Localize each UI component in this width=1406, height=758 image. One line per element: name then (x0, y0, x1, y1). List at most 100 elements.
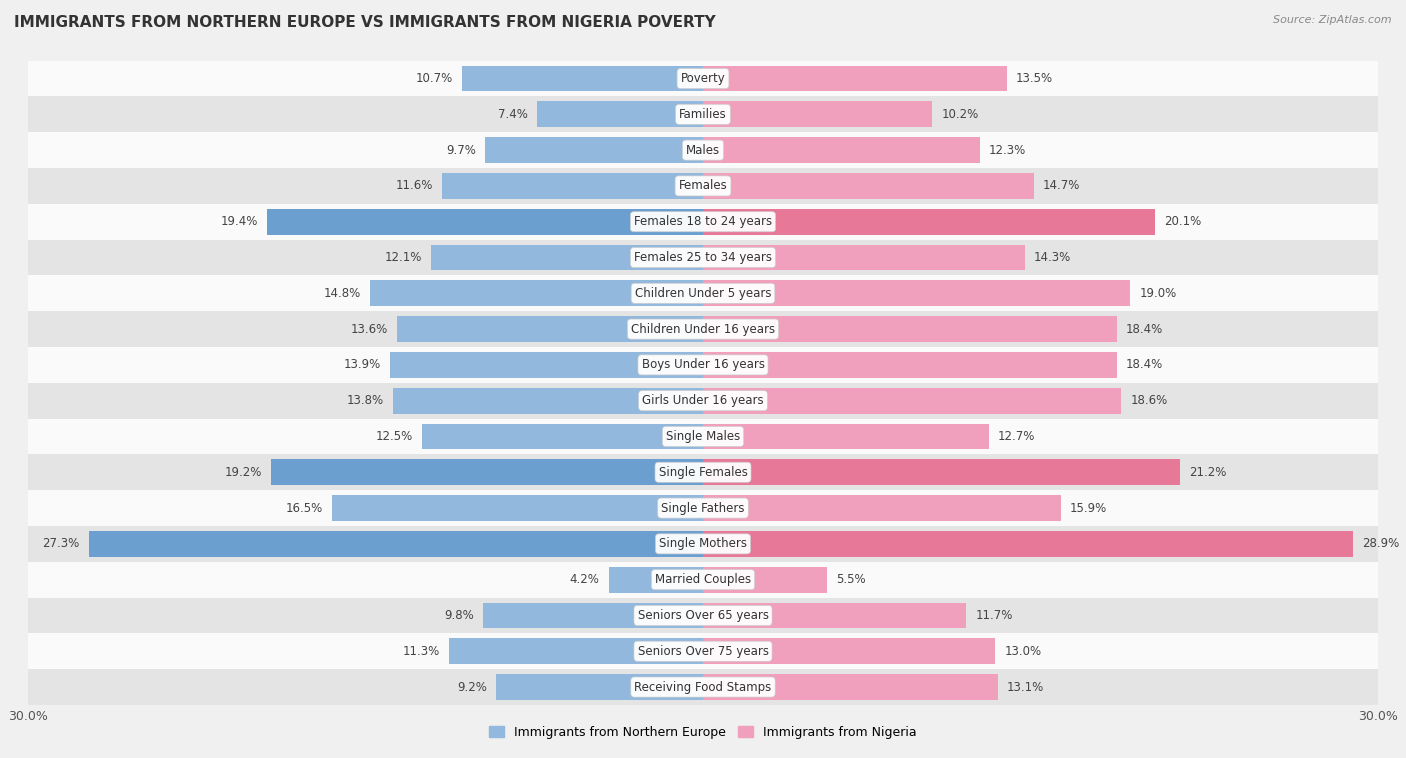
Bar (28, 275, 1378, 312)
Bar (703, 388, 1122, 414)
Bar (267, 208, 703, 235)
Bar (430, 245, 703, 271)
Bar (28, 132, 1378, 168)
Bar (609, 567, 703, 593)
Text: 10.2%: 10.2% (942, 108, 979, 121)
Bar (703, 245, 1025, 271)
Legend: Immigrants from Northern Europe, Immigrants from Nigeria: Immigrants from Northern Europe, Immigra… (484, 721, 922, 744)
Text: Girls Under 16 years: Girls Under 16 years (643, 394, 763, 407)
Text: Source: ZipAtlas.com: Source: ZipAtlas.com (1274, 15, 1392, 25)
Bar (703, 531, 1353, 556)
Bar (703, 567, 827, 593)
Bar (28, 418, 1378, 454)
Bar (28, 562, 1378, 597)
Text: 9.8%: 9.8% (444, 609, 474, 622)
Text: 5.5%: 5.5% (835, 573, 865, 586)
Text: 16.5%: 16.5% (285, 502, 323, 515)
Bar (370, 280, 703, 306)
Text: 14.7%: 14.7% (1043, 180, 1080, 193)
Text: 13.5%: 13.5% (1015, 72, 1053, 85)
Bar (703, 102, 932, 127)
Text: Females 18 to 24 years: Females 18 to 24 years (634, 215, 772, 228)
Bar (703, 674, 998, 700)
Text: 12.3%: 12.3% (988, 143, 1026, 157)
Bar (392, 388, 703, 414)
Text: 13.0%: 13.0% (1004, 645, 1042, 658)
Bar (703, 208, 1156, 235)
Bar (391, 352, 703, 377)
Bar (703, 137, 980, 163)
Bar (28, 597, 1378, 634)
Bar (485, 137, 703, 163)
Text: 28.9%: 28.9% (1362, 537, 1399, 550)
Bar (28, 96, 1378, 132)
Bar (482, 603, 703, 628)
Text: 9.7%: 9.7% (446, 143, 475, 157)
Bar (496, 674, 703, 700)
Bar (703, 459, 1180, 485)
Bar (703, 280, 1130, 306)
Bar (28, 526, 1378, 562)
Text: 19.2%: 19.2% (225, 465, 262, 479)
Text: 13.1%: 13.1% (1007, 681, 1043, 694)
Text: 13.9%: 13.9% (344, 359, 381, 371)
Text: 12.7%: 12.7% (998, 430, 1035, 443)
Text: 19.4%: 19.4% (221, 215, 257, 228)
Text: Seniors Over 65 years: Seniors Over 65 years (637, 609, 769, 622)
Text: Single Fathers: Single Fathers (661, 502, 745, 515)
Bar (28, 312, 1378, 347)
Text: 4.2%: 4.2% (569, 573, 599, 586)
Text: 9.2%: 9.2% (457, 681, 486, 694)
Bar (89, 531, 703, 556)
Bar (28, 204, 1378, 240)
Text: 12.5%: 12.5% (375, 430, 413, 443)
Text: Seniors Over 75 years: Seniors Over 75 years (637, 645, 769, 658)
Bar (703, 424, 988, 449)
Bar (441, 173, 703, 199)
Text: 12.1%: 12.1% (384, 251, 422, 264)
Text: Females 25 to 34 years: Females 25 to 34 years (634, 251, 772, 264)
Text: 7.4%: 7.4% (498, 108, 527, 121)
Bar (28, 240, 1378, 275)
Text: 10.7%: 10.7% (416, 72, 453, 85)
Text: Boys Under 16 years: Boys Under 16 years (641, 359, 765, 371)
Text: 19.0%: 19.0% (1139, 287, 1177, 300)
Text: 18.4%: 18.4% (1126, 359, 1163, 371)
Text: 11.3%: 11.3% (402, 645, 440, 658)
Text: 18.6%: 18.6% (1130, 394, 1167, 407)
Bar (422, 424, 703, 449)
Text: 21.2%: 21.2% (1189, 465, 1226, 479)
Text: 14.3%: 14.3% (1033, 251, 1071, 264)
Bar (703, 352, 1116, 377)
Bar (271, 459, 703, 485)
Bar (28, 454, 1378, 490)
Text: 14.8%: 14.8% (323, 287, 361, 300)
Text: Males: Males (686, 143, 720, 157)
Text: 11.6%: 11.6% (395, 180, 433, 193)
Bar (28, 168, 1378, 204)
Bar (703, 316, 1116, 342)
Text: Single Males: Single Males (666, 430, 740, 443)
Text: 27.3%: 27.3% (42, 537, 80, 550)
Text: 18.4%: 18.4% (1126, 323, 1163, 336)
Bar (703, 173, 1033, 199)
Bar (28, 490, 1378, 526)
Text: Females: Females (679, 180, 727, 193)
Bar (28, 347, 1378, 383)
Text: Single Females: Single Females (658, 465, 748, 479)
Text: Receiving Food Stamps: Receiving Food Stamps (634, 681, 772, 694)
Bar (396, 316, 703, 342)
Bar (449, 638, 703, 664)
Bar (463, 66, 703, 92)
Bar (28, 61, 1378, 96)
Text: Children Under 16 years: Children Under 16 years (631, 323, 775, 336)
Text: 20.1%: 20.1% (1164, 215, 1201, 228)
Bar (28, 669, 1378, 705)
Bar (703, 495, 1060, 521)
Text: IMMIGRANTS FROM NORTHERN EUROPE VS IMMIGRANTS FROM NIGERIA POVERTY: IMMIGRANTS FROM NORTHERN EUROPE VS IMMIG… (14, 15, 716, 30)
Text: 13.6%: 13.6% (352, 323, 388, 336)
Text: 11.7%: 11.7% (976, 609, 1012, 622)
Bar (28, 634, 1378, 669)
Bar (703, 638, 995, 664)
Bar (537, 102, 703, 127)
